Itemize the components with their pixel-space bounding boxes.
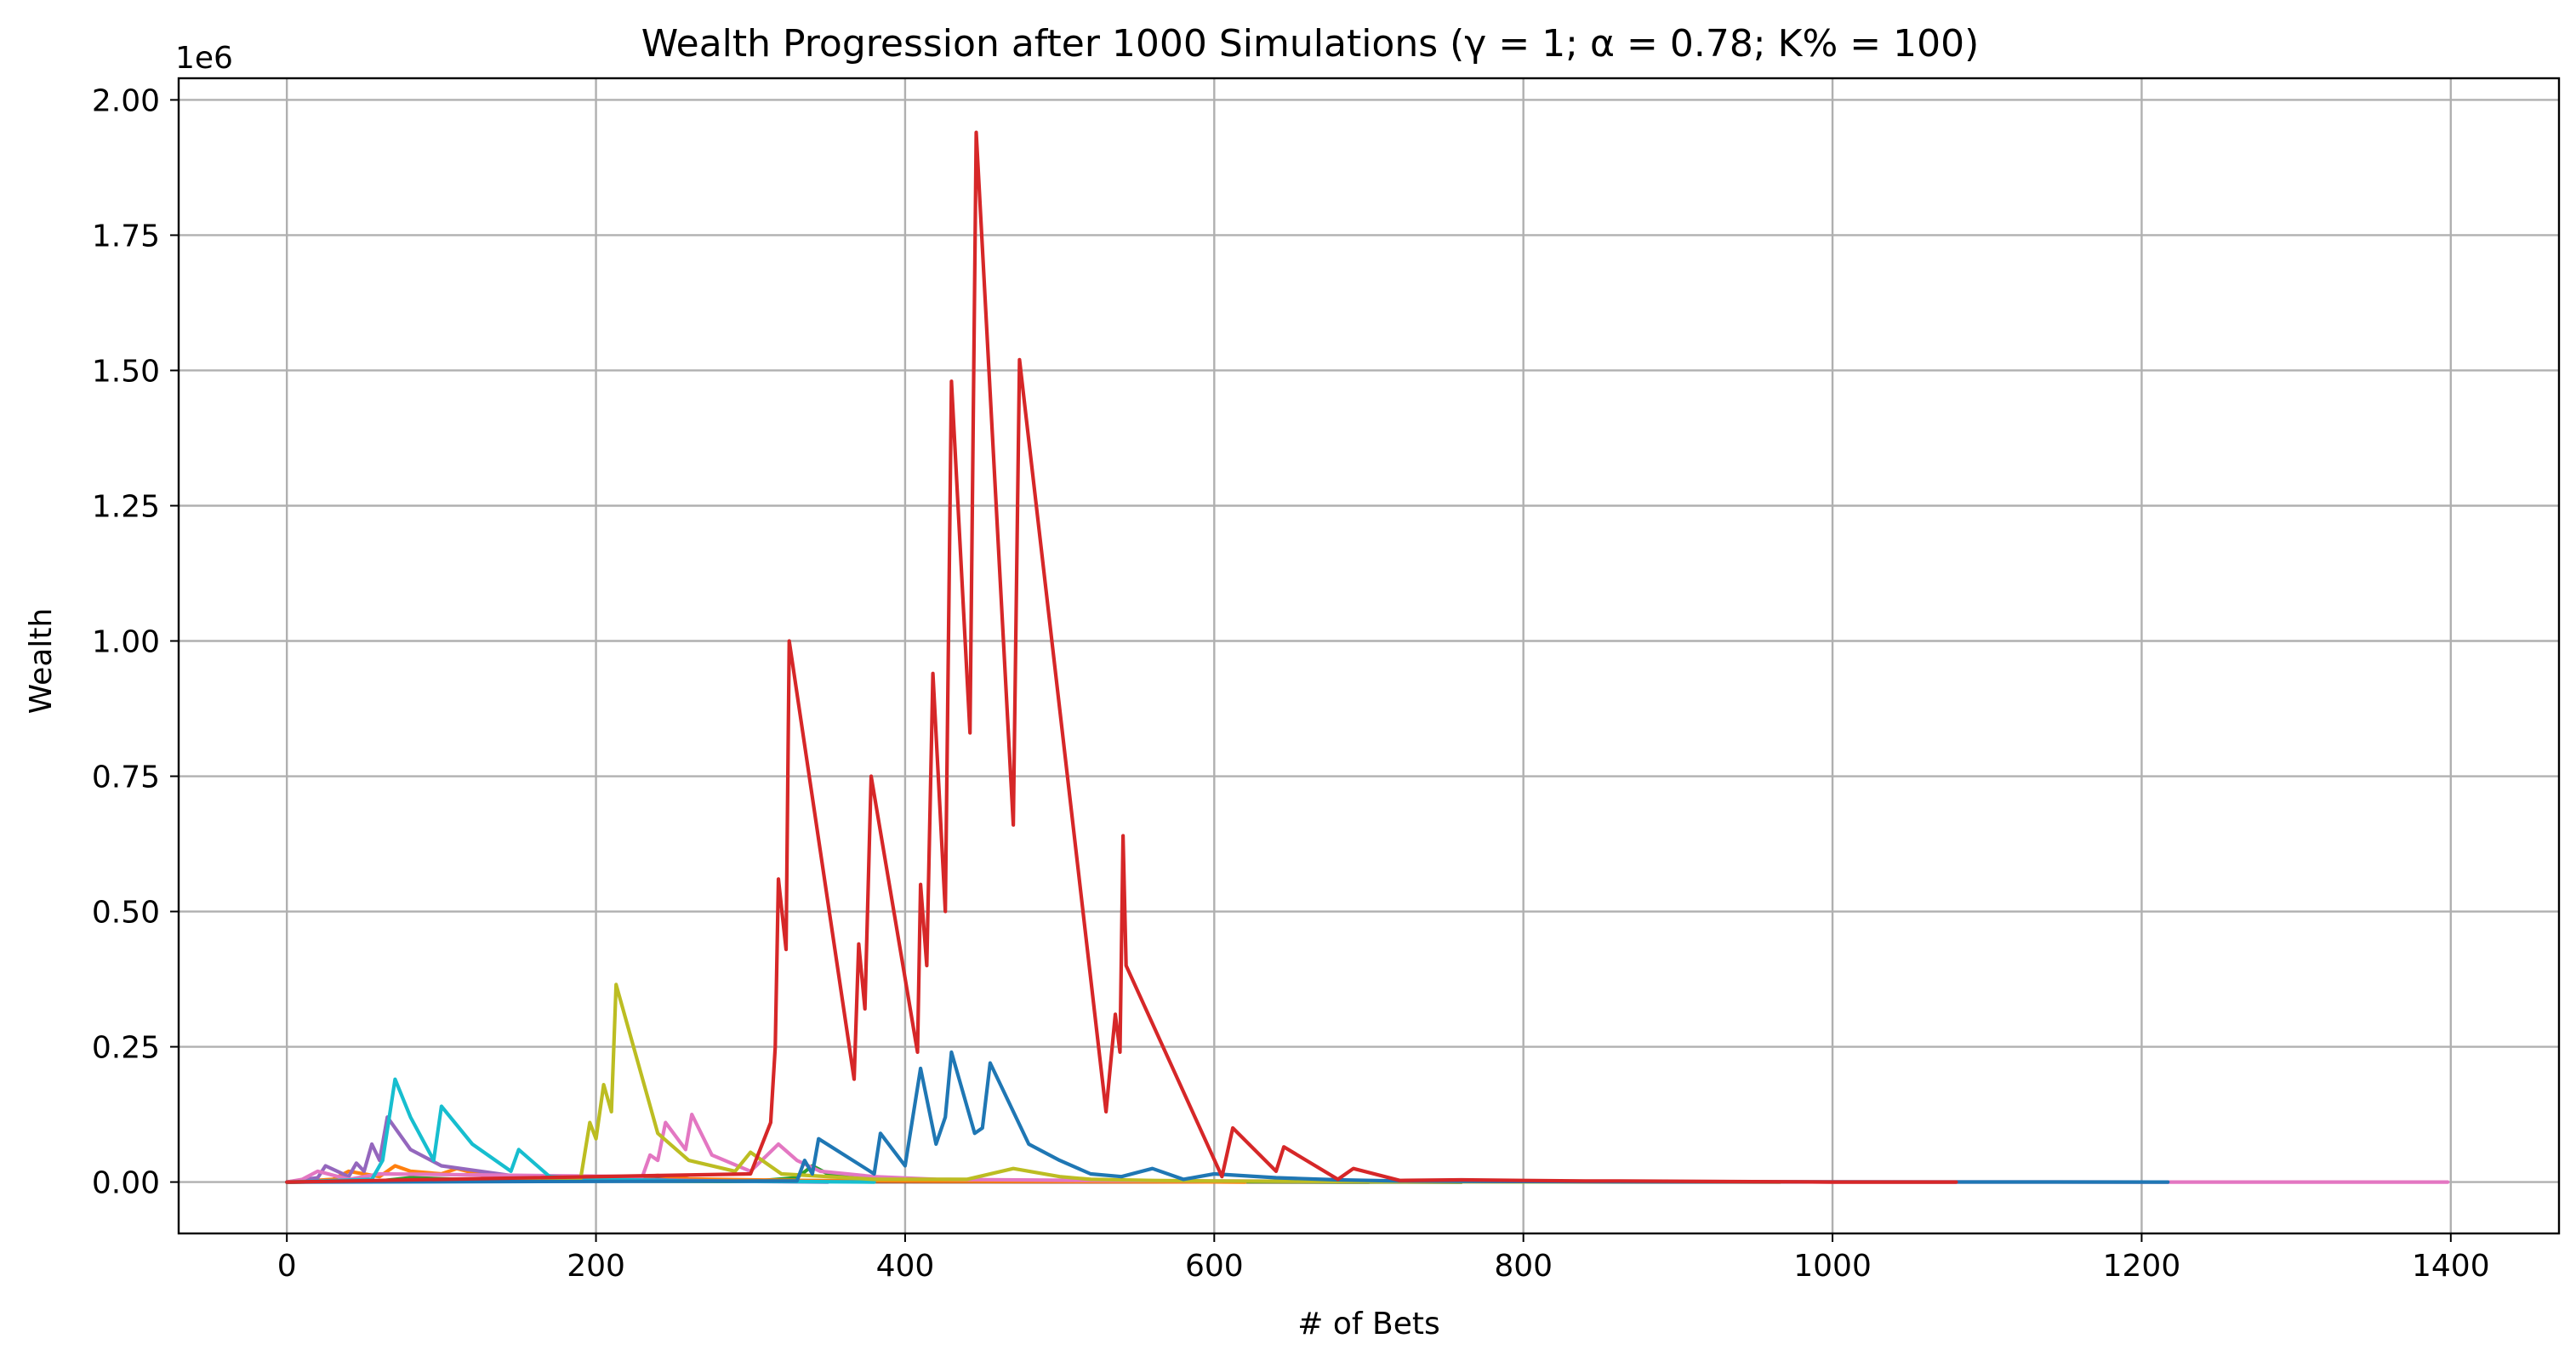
y-tick-label: 1.75 xyxy=(92,219,160,253)
series-line xyxy=(285,1050,2170,1184)
chart-title: Wealth Progression after 1000 Simulation… xyxy=(641,22,1980,66)
y-axis-offset-text: 1e6 xyxy=(175,41,233,76)
y-axis-ticks: 0.00 0.25 0.50 0.75 1.00 1.25 1.50 1.75 2.00 xyxy=(92,83,179,1201)
x-tick-label: 1200 xyxy=(2103,1249,2181,1284)
series-line xyxy=(285,130,1958,1184)
y-tick-label: 1.00 xyxy=(92,625,160,660)
x-tick-label: 600 xyxy=(1185,1249,1244,1284)
y-tick-label: 2.00 xyxy=(92,83,160,118)
series-line xyxy=(285,1077,876,1184)
x-tick-label: 200 xyxy=(567,1249,625,1284)
y-tick-label: 0.00 xyxy=(92,1166,160,1201)
x-tick-label: 800 xyxy=(1494,1249,1553,1284)
x-axis-ticks: 0 200 400 600 800 1000 1200 1400 xyxy=(277,1233,2490,1284)
x-tick-label: 1400 xyxy=(2412,1249,2490,1284)
x-tick-label: 1000 xyxy=(1793,1249,1872,1284)
y-tick-label: 0.75 xyxy=(92,760,160,795)
y-tick-label: 1.50 xyxy=(92,354,160,389)
y-tick-label: 1.25 xyxy=(92,489,160,524)
series-lines xyxy=(285,130,2450,1184)
y-axis-label: Wealth xyxy=(24,608,59,715)
y-tick-label: 0.25 xyxy=(92,1031,160,1066)
y-tick-label: 0.50 xyxy=(92,896,160,931)
plot-frame xyxy=(177,77,2561,1235)
series-line xyxy=(285,983,1782,1184)
x-tick-label: 400 xyxy=(876,1249,935,1284)
grid-lines xyxy=(179,78,2559,1233)
x-tick-label: 0 xyxy=(277,1249,297,1284)
x-axis-label: # of Bets xyxy=(1297,1307,1439,1341)
